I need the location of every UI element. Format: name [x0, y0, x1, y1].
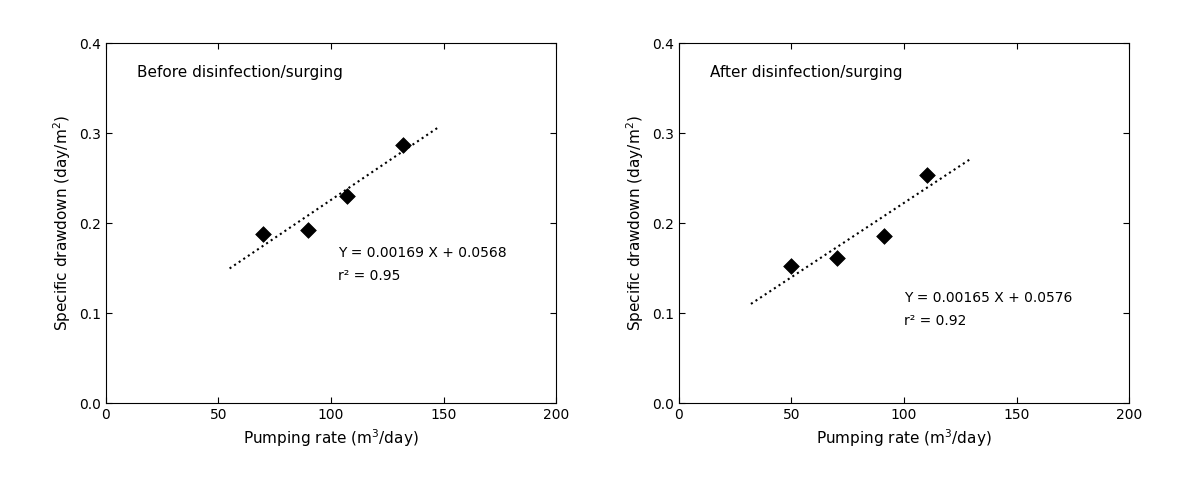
Point: [337, 192, 356, 200]
Point: [874, 232, 893, 240]
X-axis label: Pumping rate (m$^3$/day): Pumping rate (m$^3$/day): [817, 428, 992, 450]
Point: [394, 141, 413, 149]
Point: [827, 254, 847, 262]
Text: After disinfection/surging: After disinfection/surging: [710, 65, 903, 80]
Text: Before disinfection/surging: Before disinfection/surging: [137, 65, 343, 80]
Text: Y = 0.00165 X + 0.0576
r² = 0.92: Y = 0.00165 X + 0.0576 r² = 0.92: [904, 291, 1072, 328]
Y-axis label: Specific drawdown (day/m$^2$): Specific drawdown (day/m$^2$): [51, 115, 73, 331]
X-axis label: Pumping rate (m$^3$/day): Pumping rate (m$^3$/day): [244, 428, 419, 450]
Point: [298, 226, 318, 234]
Point: [917, 171, 936, 179]
Y-axis label: Specific drawdown (day/m$^2$): Specific drawdown (day/m$^2$): [624, 115, 646, 331]
Text: Y = 0.00169 X + 0.0568
r² = 0.95: Y = 0.00169 X + 0.0568 r² = 0.95: [338, 246, 506, 282]
Point: [782, 262, 801, 270]
Point: [254, 230, 273, 238]
